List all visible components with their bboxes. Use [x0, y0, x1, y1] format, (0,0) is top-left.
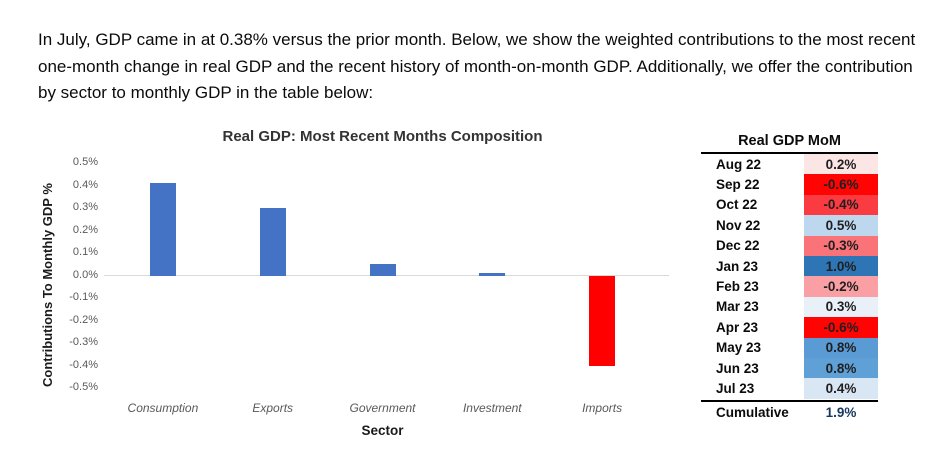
bar-government	[369, 264, 396, 276]
month-label: Nov 22	[716, 217, 761, 233]
bar-consumption	[149, 183, 176, 276]
y-axis-tick-label: 0.5%	[72, 156, 98, 168]
real-gdp-mom-table: Real GDP MoM Aug 22 0.2% Sep 22 -0.6% Oct 22…	[701, 133, 878, 424]
month-value-cell: -0.6%	[804, 317, 878, 338]
cumulative-label: Cumulative	[716, 405, 789, 421]
month-label: Aug 22	[716, 156, 762, 172]
month-label: Apr 23	[716, 319, 759, 335]
y-axis-tick-label: -0.5%	[69, 381, 98, 393]
mom-table-row: Apr 23 -0.6%	[701, 317, 878, 338]
month-value-cell: 0.4%	[804, 378, 878, 399]
plot-area	[104, 163, 669, 388]
x-axis-title: Sector	[361, 423, 404, 438]
y-axis-tick-label: 0.4%	[72, 178, 98, 191]
x-axis-category-labels: Consumption Exports Government Investment Im…	[108, 401, 657, 417]
y-axis-tick-labels: 0.5% 0.4% 0.3% 0.2% 0.1% 0.0% -0.1% -0.2% -0.3% -…	[58, 156, 102, 393]
intro-paragraph: In July, GDP came in at 0.38% versus the…	[38, 30, 916, 102]
mom-table-row: Dec 22 -0.3%	[701, 235, 878, 256]
y-axis-tick-label: 0.2%	[72, 223, 98, 236]
mom-table-row: Jul 23 0.4%	[701, 378, 878, 399]
y-axis-title: Contributions To Monthly GDP %	[40, 183, 55, 387]
month-value-cell: 0.8%	[804, 357, 878, 379]
month-value-cell: -0.3%	[804, 235, 878, 256]
month-label: Jan 23	[716, 258, 759, 274]
y-axis-tick-label: -0.2%	[69, 313, 98, 326]
cumulative-value: 1.9%	[825, 405, 857, 421]
month-value-cell: 0.3%	[804, 296, 878, 318]
month-label: Jun 23	[716, 360, 759, 376]
y-axis-tick-label: -0.4%	[69, 358, 98, 371]
month-value-cell: -0.2%	[804, 276, 878, 297]
table-rows: Aug 22 0.2% Sep 22 -0.6% Oct 22 -0.4% Nov 22 0.…	[701, 154, 878, 399]
mom-table-row: May 23 0.8%	[701, 337, 878, 358]
month-value-cell: 0.2%	[804, 154, 878, 175]
month-label: Jul 23	[716, 380, 755, 396]
chart-title: Real GDP: Most Recent Months Composition	[222, 128, 543, 145]
y-axis-tick-label: -0.3%	[69, 336, 98, 348]
table-footer-row: Cumulative 1.9%	[701, 399, 878, 424]
y-axis-tick-label: 0.3%	[72, 201, 98, 213]
month-value-cell: 1.0%	[804, 255, 878, 277]
x-axis-category-label: Imports	[582, 401, 623, 415]
x-axis-category-label: Investment	[462, 401, 522, 415]
mom-table-row: Sep 22 -0.6%	[701, 174, 878, 195]
month-value-cell: -0.6%	[804, 174, 878, 195]
mom-table-row: Jan 23 1.0%	[701, 255, 878, 277]
mom-table-row: Aug 22 0.2%	[701, 154, 878, 175]
mom-table-row: Nov 22 0.5%	[701, 215, 878, 236]
month-label: Oct 22	[716, 197, 758, 213]
month-label: Sep 22	[716, 177, 760, 193]
mom-table-row: Mar 23 0.3%	[701, 296, 878, 318]
y-axis-tick-label: -0.1%	[69, 291, 98, 303]
mom-table-row: Feb 23 -0.2%	[701, 276, 878, 297]
month-value-cell: 0.5%	[804, 215, 878, 236]
x-axis-category-label: Government	[349, 401, 416, 415]
month-value-cell: -0.4%	[804, 194, 878, 216]
mom-table-row: Jun 23 0.8%	[701, 357, 878, 379]
bar-investment	[479, 273, 506, 276]
bar-imports	[589, 275, 616, 366]
bar-exports	[259, 208, 286, 276]
gdp-composition-chart: Real GDP: Most Recent Months Composition…	[38, 120, 670, 445]
y-axis-tick-label: 0.1%	[72, 246, 98, 258]
month-label: Mar 23	[716, 299, 759, 315]
month-label: Feb 23	[716, 279, 759, 295]
x-axis-category-label: Exports	[252, 401, 294, 415]
x-axis-category-label: Consumption	[127, 401, 199, 415]
mom-table-row: Oct 22 -0.4%	[701, 194, 878, 216]
month-label: May 23	[716, 340, 762, 356]
month-value-cell: 0.8%	[804, 337, 878, 358]
y-axis-tick-label: 0.0%	[72, 268, 98, 281]
table-title: Real GDP MoM	[701, 133, 878, 154]
month-label: Dec 22	[716, 238, 760, 254]
zero-gridline	[104, 275, 669, 276]
